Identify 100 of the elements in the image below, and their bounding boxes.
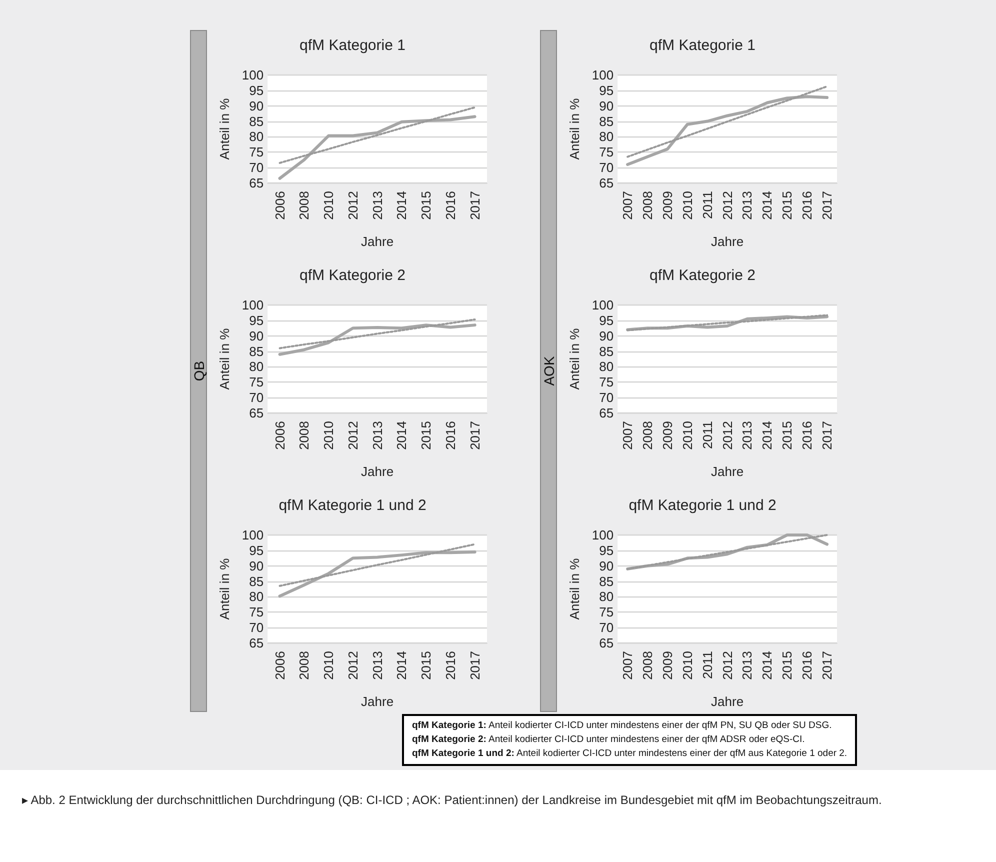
y-tick-label: 65 [599, 636, 614, 650]
chart-title: qfM Kategorie 1 und 2 [628, 497, 776, 514]
x-tick-label: 2006 [272, 651, 288, 680]
y-axis-title: Anteil in % [217, 328, 232, 390]
y-tick-label: 75 [249, 374, 264, 390]
x-tick-label: 2008 [296, 191, 312, 220]
x-tick-label: 2015 [780, 191, 795, 220]
y-tick-label: 100 [242, 298, 264, 312]
x-tick-label: 2007 [620, 651, 636, 680]
x-tick-label: 2012 [720, 651, 735, 680]
y-tick-label: 100 [592, 298, 614, 312]
y-tick-label: 75 [599, 374, 614, 390]
y-tick-label: 75 [599, 604, 614, 620]
x-tick-label: 2014 [394, 651, 410, 680]
y-tick-label: 90 [599, 98, 614, 114]
x-tick-label: 2013 [370, 191, 385, 220]
x-tick-label: 2007 [620, 421, 636, 450]
x-tick-label: 2012 [345, 421, 360, 450]
y-tick-label: 80 [599, 589, 614, 604]
x-tick-label: 2017 [820, 191, 835, 220]
y-tick-label: 80 [249, 129, 264, 144]
x-tick-label: 2016 [800, 421, 815, 450]
line-series [626, 85, 828, 158]
line-series [278, 324, 476, 356]
y-tick-label: 85 [599, 574, 614, 589]
y-tick-label: 95 [599, 312, 614, 328]
x-tick-label: 2008 [640, 651, 656, 680]
x-tick-label: 2008 [640, 421, 656, 450]
y-tick-label: 65 [599, 176, 614, 190]
x-tick-label: 2015 [418, 651, 434, 680]
x-tick-label: 2010 [321, 191, 336, 220]
line-series [278, 318, 476, 350]
line-series [278, 106, 476, 164]
line-series [278, 550, 476, 598]
x-tick-label: 2006 [272, 191, 288, 220]
x-tick-label: 2014 [760, 191, 775, 220]
text: ▸ Abb. 2 Entwicklung der durchschnittlichen Durchdringung (QB: CI-ICD ; AOK: Patient:innen) der Landkreise im Bundesgebiet mit qfM im Beobachtungszeitraum. [22, 792, 883, 809]
x-tick-label: 2014 [394, 421, 410, 450]
line-series [278, 115, 476, 180]
x-axis-title: Jahre [361, 464, 394, 479]
y-tick-label: 75 [249, 604, 264, 620]
x-tick-label: 2016 [800, 651, 815, 680]
x-tick-label: 2012 [720, 191, 735, 220]
y-tick-label: 80 [249, 359, 264, 374]
x-tick-label: 2008 [296, 421, 312, 450]
text: qfM Kategorie 1 und 2: Anteil kodierter CI-ICD unter mindestens einer der qfM aus Kategorie 1 oder 2. [412, 748, 848, 759]
y-tick-label: 85 [599, 344, 614, 359]
y-axis-title: Anteil in % [567, 328, 582, 390]
x-tick-label: 2014 [394, 191, 410, 220]
text: QB [190, 360, 206, 382]
x-tick-label: 2017 [820, 421, 835, 450]
x-axis-title: Jahre [711, 464, 744, 479]
y-tick-label: 90 [599, 558, 614, 574]
x-tick-label: 2011 [700, 191, 715, 219]
y-tick-label: 70 [249, 390, 264, 406]
x-tick-label: 2010 [321, 651, 336, 680]
y-tick-label: 80 [249, 589, 264, 604]
x-tick-label: 2013 [370, 421, 385, 450]
y-tick-label: 70 [599, 390, 614, 406]
y-tick-label: 70 [249, 620, 264, 636]
chart-title: qfM Kategorie 2 [300, 267, 406, 284]
y-tick-label: 90 [599, 328, 614, 344]
x-tick-label: 2016 [442, 191, 458, 220]
x-tick-label: 2014 [760, 651, 775, 680]
x-tick-label: 2016 [800, 191, 815, 220]
line-series [278, 543, 476, 587]
y-tick-label: 75 [249, 144, 264, 160]
x-tick-label: 2010 [680, 191, 695, 220]
x-tick-label: 2011 [700, 651, 715, 679]
x-tick-label: 2010 [680, 421, 695, 450]
x-tick-label: 2010 [321, 421, 336, 450]
y-tick-label: 85 [249, 344, 264, 359]
y-tick-label: 85 [249, 574, 264, 589]
y-tick-label: 65 [249, 636, 264, 650]
y-axis-title: Anteil in % [217, 98, 232, 160]
y-tick-label: 85 [249, 114, 264, 129]
x-tick-label: 2015 [418, 191, 434, 220]
x-tick-label: 2009 [660, 191, 675, 220]
x-axis-title: Jahre [711, 234, 744, 249]
y-tick-label: 90 [249, 558, 264, 574]
y-tick-label: 80 [599, 359, 614, 374]
x-tick-label: 2008 [296, 651, 312, 680]
y-tick-label: 80 [599, 129, 614, 144]
y-tick-label: 95 [249, 542, 264, 558]
x-tick-label: 2013 [370, 651, 385, 680]
x-tick-label: 2013 [740, 421, 755, 450]
x-tick-label: 2009 [660, 421, 675, 450]
y-axis-title: Anteil in % [217, 558, 232, 620]
x-tick-label: 2016 [442, 651, 458, 680]
y-tick-label: 65 [599, 406, 614, 420]
y-tick-label: 85 [599, 114, 614, 129]
y-tick-label: 95 [599, 542, 614, 558]
x-axis-title: Jahre [711, 694, 744, 709]
x-tick-label: 2012 [345, 651, 360, 680]
y-tick-label: 95 [249, 82, 264, 98]
x-axis-title: Jahre [361, 694, 394, 709]
text: AOK [540, 356, 556, 386]
x-tick-label: 2015 [780, 651, 795, 680]
x-tick-label: 2013 [740, 191, 755, 220]
y-axis-title: Anteil in % [567, 98, 582, 160]
